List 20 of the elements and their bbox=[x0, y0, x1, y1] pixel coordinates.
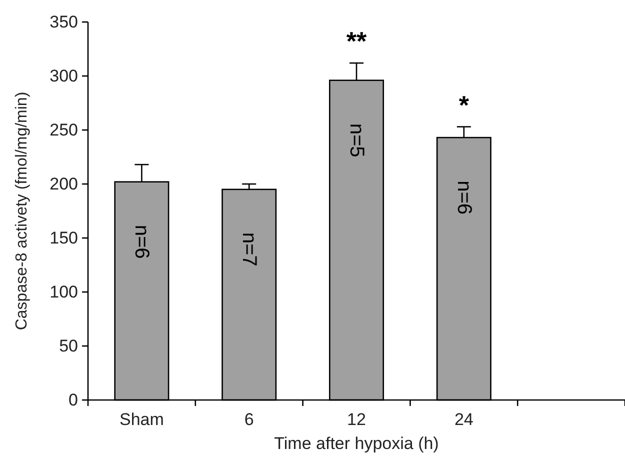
x-tick-label: 6 bbox=[244, 410, 254, 429]
x-tick-label: 12 bbox=[347, 410, 366, 429]
x-tick-label: Sham bbox=[119, 410, 164, 429]
y-tick-label: 300 bbox=[50, 66, 78, 86]
y-tick-label: 0 bbox=[68, 390, 78, 410]
y-tick-label: 100 bbox=[50, 282, 78, 302]
annotation: n=6 bbox=[130, 224, 153, 259]
annotation: ** bbox=[346, 26, 368, 56]
y-tick-label: 350 bbox=[50, 12, 78, 32]
x-axis-title: Time after hypoxia (h) bbox=[274, 434, 439, 453]
x-tick-label: 24 bbox=[454, 410, 474, 429]
y-tick-label: 200 bbox=[50, 174, 78, 194]
y-tick-label: 150 bbox=[50, 228, 78, 248]
annotation: n=7 bbox=[238, 232, 260, 266]
y-tick-label: 50 bbox=[59, 336, 78, 356]
annotation: * bbox=[458, 90, 470, 120]
annotation: n=6 bbox=[452, 180, 475, 215]
y-tick-label: 250 bbox=[50, 120, 78, 140]
y-axis-title: Caspase-8 activety (fmol/mg/min) bbox=[14, 92, 30, 330]
annotation: n=5 bbox=[346, 123, 368, 158]
